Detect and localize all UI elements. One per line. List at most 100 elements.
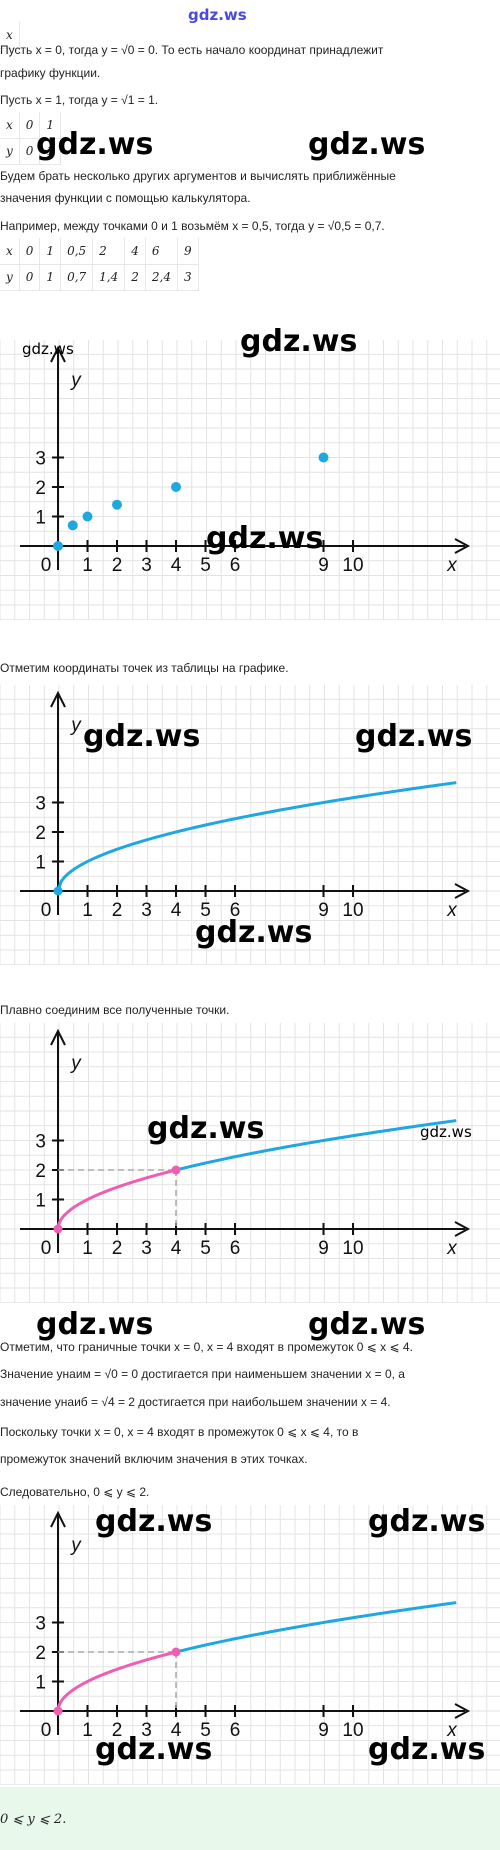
y-axis-label: y <box>69 715 82 736</box>
highlight-point <box>53 1224 63 1234</box>
watermark: gdz.ws <box>147 1111 265 1146</box>
x-tick-label: 0 <box>41 1238 52 1259</box>
watermark: gdz.ws <box>308 1307 426 1342</box>
text-line: Пусть x = 1, тогда y = √1 = 1. <box>0 93 159 107</box>
origin-point <box>53 886 63 896</box>
y-axis-arrow <box>50 1028 66 1046</box>
curve-line <box>175 1601 457 1654</box>
data-point <box>67 520 78 531</box>
table-cell: 1,4 <box>92 264 126 291</box>
x-axis-label: x <box>446 1238 458 1259</box>
x-tick-label: 2 <box>112 555 123 576</box>
data-point <box>318 452 329 463</box>
table-cell: 0 <box>19 138 41 165</box>
y-tick-label: 1 <box>35 508 46 529</box>
highlight-curve <box>56 1168 177 1230</box>
table-values-1: x 0 1 y 0 1 <box>0 112 62 165</box>
table-cell: 4 <box>124 238 146 265</box>
y-tick-label: 3 <box>35 449 46 470</box>
table-cell: 1 <box>39 112 62 139</box>
data-point <box>112 499 122 510</box>
x-tick-label: 5 <box>200 1238 211 1259</box>
watermark-top: gdz.ws <box>188 6 247 24</box>
table-cell: 2,4 <box>145 264 178 291</box>
text-line: Например, между точками 0 и 1 возьмём x … <box>0 219 385 233</box>
x-axis-arrow <box>454 1703 471 1719</box>
watermark: gdz.ws <box>206 521 324 556</box>
x-tick-label: 5 <box>200 900 211 921</box>
x-axis-arrow <box>454 883 471 899</box>
text-line: значения функции с помощью калькулятора. <box>0 191 251 205</box>
table-cell: 6 <box>145 238 178 265</box>
data-point <box>82 511 93 522</box>
table-cell: 1 <box>39 138 62 165</box>
x-tick-label: 4 <box>171 900 182 921</box>
answer-text: 0 ⩽ y ⩽ 2. <box>0 1812 67 1827</box>
x-tick-label: 5 <box>200 1720 211 1741</box>
table-cell: 0 <box>19 112 41 139</box>
curve-line <box>56 781 457 892</box>
highlight-curve <box>56 1650 177 1712</box>
x-tick-label: 3 <box>141 1238 152 1259</box>
watermark: gdz.ws <box>368 1732 486 1767</box>
table-values-2: x 0 1 0,5 2 4 6 9 y 0 1 0,7 1,4 2 2,4 3 <box>0 238 199 291</box>
table-cell: 0,5 <box>60 238 94 265</box>
x-tick-label: 9 <box>318 555 329 576</box>
y-tick-label: 2 <box>35 1643 46 1664</box>
x-tick-label: 2 <box>112 900 123 921</box>
highlight-point <box>53 1706 63 1716</box>
watermark: gdz.ws <box>240 324 358 359</box>
x-tick-label: 0 <box>41 900 52 921</box>
x-tick-label: 9 <box>318 1720 329 1741</box>
y-tick-label: 1 <box>35 1673 46 1694</box>
watermark: gdz.ws <box>420 1123 472 1141</box>
x-tick-label: 10 <box>342 555 363 576</box>
x-tick-label: 1 <box>82 900 93 921</box>
table-cell: 2 <box>124 264 146 291</box>
table-cell: x <box>0 238 20 265</box>
curve-line <box>175 1119 457 1172</box>
text-line: Значение yнаим = √0 = 0 достигается при … <box>0 1367 405 1381</box>
text-line: Плавно соединим все полученные точки. <box>0 1003 230 1017</box>
x-tick-label: 6 <box>230 900 241 921</box>
y-tick-label: 2 <box>35 1161 46 1182</box>
x-tick-label: 4 <box>171 555 182 576</box>
table-cell: 0 <box>19 238 41 265</box>
x-tick-label: 10 <box>342 1238 363 1259</box>
watermark: gdz.ws <box>95 1504 213 1539</box>
y-axis-arrow <box>50 690 66 708</box>
x-tick-label: 3 <box>141 1720 152 1741</box>
text-line: Будем брать несколько других аргументов … <box>0 169 396 183</box>
x-tick-label: 1 <box>82 555 93 576</box>
table-cell: x <box>0 112 20 139</box>
text-line: Следовательно, 0 ⩽ y ⩽ 2. <box>0 1485 150 1499</box>
x-tick-label: 4 <box>171 1720 182 1741</box>
x-tick-label: 0 <box>41 555 52 576</box>
table-partial: x <box>0 22 20 49</box>
x-tick-label: 6 <box>230 1720 241 1741</box>
x-tick-label: 10 <box>342 900 363 921</box>
watermark: gdz.ws <box>195 915 313 950</box>
answer-box: 0 ⩽ y ⩽ 2. <box>0 1787 500 1850</box>
watermark: gdz.ws <box>83 719 201 754</box>
text-line: графику функции. <box>0 66 101 80</box>
x-tick-label: 6 <box>230 555 241 576</box>
x-axis-arrow <box>454 1221 471 1237</box>
y-axis-arrow <box>50 345 66 363</box>
table-cell: x <box>0 22 20 49</box>
x-axis-arrow <box>454 538 471 554</box>
x-tick-label: 3 <box>141 555 152 576</box>
x-tick-label: 2 <box>112 1238 123 1259</box>
table-cell: y <box>0 264 20 291</box>
y-tick-label: 2 <box>35 478 46 499</box>
highlight-point <box>171 1647 181 1657</box>
x-axis-label: x <box>446 555 458 576</box>
watermark: gdz.ws <box>36 1307 154 1342</box>
y-axis-arrow <box>50 1510 66 1528</box>
y-tick-label: 2 <box>35 823 46 844</box>
y-axis-label: y <box>69 1053 82 1074</box>
y-axis-label: y <box>69 1535 82 1556</box>
